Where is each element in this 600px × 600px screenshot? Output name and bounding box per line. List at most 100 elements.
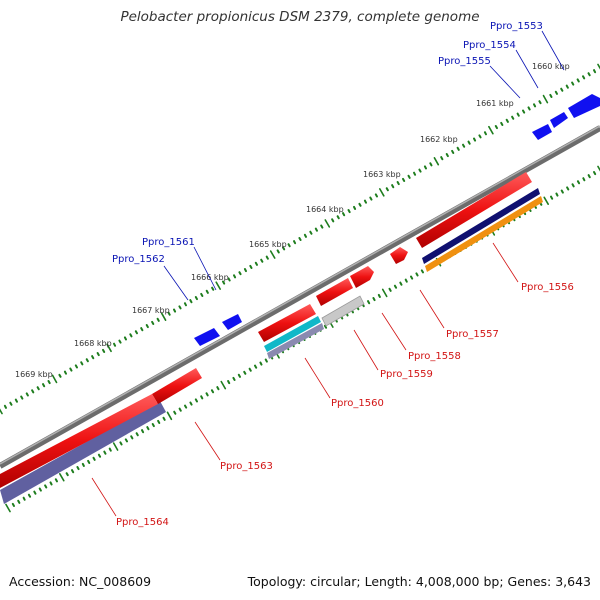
major-tick xyxy=(106,343,112,353)
minor-tick xyxy=(14,398,18,403)
minor-tick xyxy=(396,181,400,186)
minor-tick xyxy=(336,215,340,220)
minor-tick xyxy=(194,398,198,403)
minor-tick xyxy=(478,134,482,139)
minor-tick xyxy=(264,358,268,363)
minor-tick xyxy=(342,212,346,217)
scale-label: 1669 kbp xyxy=(15,370,53,379)
leader-line-ppro-1556 xyxy=(492,242,519,283)
minor-tick xyxy=(238,271,242,276)
gene-arrow-ppro-1556 xyxy=(416,172,532,248)
scale-label: 1663 kbp xyxy=(363,170,401,179)
minor-tick xyxy=(377,293,381,298)
minor-tick xyxy=(119,441,123,446)
major-tick xyxy=(215,281,221,290)
gene-label-ppro-1555: Ppro_1555 xyxy=(438,56,491,67)
minor-tick xyxy=(47,380,51,385)
minor-tick xyxy=(178,407,182,412)
minor-tick xyxy=(505,118,509,123)
minor-tick xyxy=(298,237,302,241)
major-tick xyxy=(166,411,173,421)
minor-tick xyxy=(423,165,427,170)
minor-tick xyxy=(320,224,324,229)
gene-arrow-ppro-1559 xyxy=(316,278,353,306)
minor-tick xyxy=(237,373,241,378)
minor-tick xyxy=(367,300,371,305)
minor-tick xyxy=(123,336,127,341)
minor-tick xyxy=(9,401,13,406)
minor-tick xyxy=(205,392,209,397)
annotation-bar-navy xyxy=(422,188,540,264)
major-tick xyxy=(597,165,600,172)
minor-tick xyxy=(74,364,78,369)
minor-tick xyxy=(118,339,122,344)
minor-tick xyxy=(17,499,21,504)
minor-tick xyxy=(560,189,564,194)
minor-tick xyxy=(550,195,554,200)
minor-tick xyxy=(97,453,102,458)
minor-tick xyxy=(385,187,389,192)
minor-tick xyxy=(108,447,112,452)
map-title: Pelobacter propionicus DSM 2379, complet… xyxy=(120,9,480,25)
minor-tick xyxy=(151,423,155,428)
scale-label: 1667 kbp xyxy=(132,306,170,315)
minor-tick xyxy=(249,264,253,269)
minor-tick xyxy=(146,426,150,431)
leader-line-ppro-1563 xyxy=(194,421,221,461)
minor-tick xyxy=(369,196,373,201)
minor-tick xyxy=(85,358,89,363)
minor-tick xyxy=(555,192,559,197)
minor-tick xyxy=(162,416,166,421)
minor-tick xyxy=(36,386,40,391)
leader-line-ppro-1562 xyxy=(163,265,189,301)
annotation-bar-orange xyxy=(425,196,543,272)
minor-tick xyxy=(582,177,586,182)
minor-tick xyxy=(483,131,487,136)
gene-label-ppro-1558: Ppro_1558 xyxy=(408,351,461,362)
gene-arrow-ppro-1562 xyxy=(194,328,220,346)
minor-tick xyxy=(194,296,198,301)
annotation-bar-cyan xyxy=(264,316,321,352)
minor-tick xyxy=(314,227,318,232)
minor-tick xyxy=(183,302,187,307)
minor-tick xyxy=(167,311,171,316)
minor-tick xyxy=(309,230,313,235)
minor-tick xyxy=(173,410,177,415)
minor-tick xyxy=(233,274,237,279)
minor-tick xyxy=(216,386,220,391)
genome-backbone xyxy=(0,125,600,469)
minor-tick xyxy=(189,299,193,304)
minor-tick xyxy=(222,280,226,285)
minor-tick xyxy=(44,484,48,489)
leader-line-ppro-1560 xyxy=(304,357,331,399)
minor-tick xyxy=(293,240,297,245)
leader-line-ppro-1559 xyxy=(353,329,379,371)
minor-tick xyxy=(130,435,134,440)
minor-tick xyxy=(374,193,378,198)
minor-tick xyxy=(58,373,62,378)
minor-tick xyxy=(63,370,67,375)
minor-tick xyxy=(232,376,236,381)
minor-tick xyxy=(134,330,138,335)
gene-arrow-ppro-1563 xyxy=(152,368,202,404)
major-tick xyxy=(542,94,549,104)
minor-tick xyxy=(227,380,231,385)
minor-tick xyxy=(22,496,26,501)
minor-tick xyxy=(593,69,597,74)
minor-tick xyxy=(3,404,7,409)
major-tick xyxy=(220,380,227,390)
minor-tick xyxy=(440,156,444,161)
gene-label-ppro-1561: Ppro_1561 xyxy=(142,237,195,248)
genome-backbone-highlight xyxy=(0,125,600,465)
leader-line-ppro-1555 xyxy=(489,65,521,99)
genome-summary-text: Topology: circular; Length: 4,008,000 bp… xyxy=(247,574,591,589)
minor-tick xyxy=(25,392,29,397)
minor-tick xyxy=(353,205,357,210)
minor-tick xyxy=(129,333,133,338)
minor-tick xyxy=(259,361,263,366)
minor-tick xyxy=(81,462,85,467)
minor-tick xyxy=(276,249,280,254)
minor-tick xyxy=(587,72,591,77)
minor-tick xyxy=(445,153,449,158)
